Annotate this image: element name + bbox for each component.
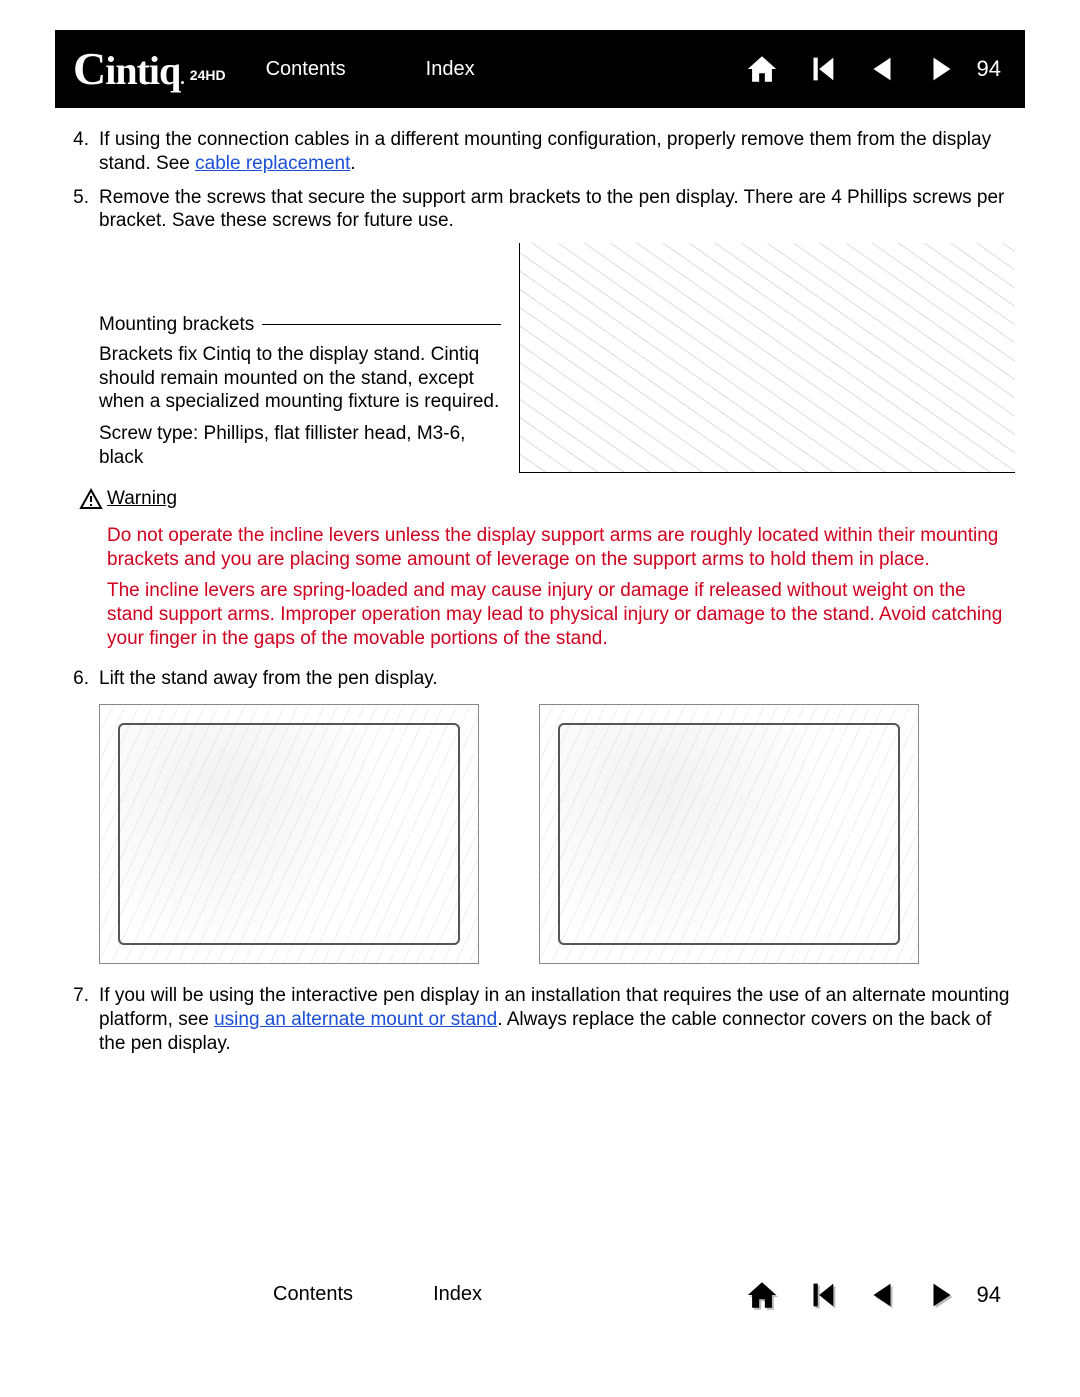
home-icon[interactable] — [745, 1278, 779, 1312]
warning-icon — [79, 487, 107, 518]
alternate-mount-link[interactable]: using an alternate mount or stand — [214, 1009, 497, 1030]
bracket-diagram — [519, 243, 1015, 473]
next-icon[interactable] — [925, 52, 959, 86]
contents-link[interactable]: Contents — [266, 57, 346, 82]
page-number-top: 94 — [977, 55, 1001, 83]
step-6: 6. Lift the stand away from the pen disp… — [65, 667, 1015, 691]
footer-bar: Contents Index 94 — [55, 1256, 1025, 1334]
step-5: 5. Remove the screws that secure the sup… — [65, 186, 1015, 234]
step-number: 4. — [65, 128, 99, 176]
header-bar: Cintiq. 24HD Contents Index 94 — [55, 30, 1025, 108]
index-link-bottom[interactable]: Index — [433, 1282, 482, 1307]
warning-text-2: The incline levers are spring-loaded and… — [107, 579, 1015, 650]
callout-screw: Screw type: Phillips, flat fillister hea… — [99, 422, 501, 470]
step-text: Lift the stand away from the pen display… — [99, 667, 1015, 691]
contents-link-bottom[interactable]: Contents — [273, 1282, 353, 1307]
figure-row — [99, 704, 1015, 964]
step-number: 5. — [65, 186, 99, 234]
brand-logo: Cintiq. — [73, 40, 184, 98]
step-number: 6. — [65, 667, 99, 691]
callout-desc: Brackets fix Cintiq to the display stand… — [99, 343, 501, 414]
step-text: Remove the screws that secure the suppor… — [99, 186, 1015, 234]
home-icon[interactable] — [745, 52, 779, 86]
nav-icons — [745, 52, 959, 86]
step-text: . — [350, 153, 355, 174]
prev-icon[interactable] — [865, 52, 899, 86]
bracket-figure-row: Mounting brackets Brackets fix Cintiq to… — [99, 243, 1015, 473]
nav-icons-bottom — [745, 1278, 959, 1312]
prev-icon[interactable] — [865, 1278, 899, 1312]
model-label: 24HD — [190, 53, 226, 85]
first-icon[interactable] — [805, 1278, 839, 1312]
callout-title: Mounting brackets — [99, 313, 254, 337]
warning-label: Warning — [107, 487, 177, 511]
warning-text-1: Do not operate the incline levers unless… — [107, 524, 1015, 572]
warning-header: Warning — [79, 487, 1015, 518]
leader-line — [262, 324, 501, 325]
next-icon[interactable] — [925, 1278, 959, 1312]
page-number-bottom: 94 — [977, 1281, 1001, 1309]
step-4: 4. If using the connection cables in a d… — [65, 128, 1015, 176]
index-link[interactable]: Index — [426, 57, 475, 82]
step-number: 7. — [65, 984, 99, 1055]
first-icon[interactable] — [805, 52, 839, 86]
cable-replacement-link[interactable]: cable replacement — [195, 153, 350, 174]
figure-lift-stand-2 — [539, 704, 919, 964]
step-7: 7. If you will be using the interactive … — [65, 984, 1015, 1055]
page-content: 4. If using the connection cables in a d… — [55, 108, 1025, 1056]
figure-lift-stand-1 — [99, 704, 479, 964]
